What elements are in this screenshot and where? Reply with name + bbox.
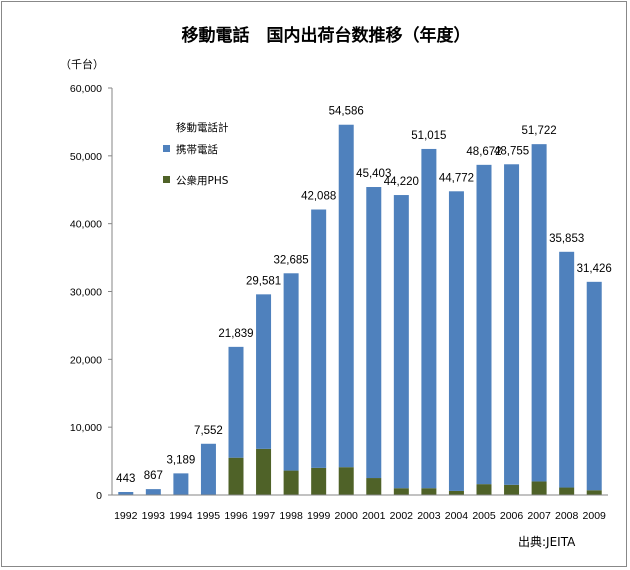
data-label-total: 21,839	[218, 328, 253, 340]
bars	[118, 124, 602, 495]
x-tick-label: 2001	[362, 510, 386, 522]
x-tick-label: 1997	[252, 510, 276, 522]
data-label-total: 44,772	[439, 172, 474, 184]
data-label-total: 32,685	[274, 254, 309, 266]
y-tick-label: 30,000	[70, 287, 102, 299]
bar-phs	[448, 490, 464, 495]
bar-mobile	[448, 191, 464, 491]
bar-phs	[256, 448, 272, 495]
y-tick-label: 50,000	[70, 151, 102, 163]
x-tick-label: 2004	[445, 510, 469, 522]
bar-mobile	[393, 195, 409, 489]
x-tick-label: 1994	[169, 510, 193, 522]
data-label-total: 51,722	[522, 125, 557, 137]
y-axis: 0 10,000 20,000 30,000 40,000 50,000 60,000	[70, 83, 113, 502]
y-tick-label: 20,000	[70, 354, 102, 366]
x-axis: 1992 1993 1994 1995 1996 1997 1998 1999 2000 2001…	[112, 494, 608, 522]
bar-mobile	[531, 144, 547, 482]
data-label-total: 45,403	[356, 168, 391, 180]
y-tick-label: 60,000	[70, 83, 102, 95]
x-tick-label: 2008	[555, 510, 579, 522]
y-tick-label: 40,000	[70, 219, 102, 231]
data-label-total: 44,220	[384, 176, 419, 188]
chart-title: 移動電話 国内出荷台数推移（年度）	[182, 25, 471, 46]
data-label-total: 35,853	[549, 233, 584, 245]
data-label-total: 48,755	[494, 145, 529, 157]
bar-mobile	[366, 187, 382, 479]
x-tick-label: 2005	[472, 510, 496, 522]
legend-title: 移動電話計	[176, 121, 229, 134]
data-label-total: 867	[144, 470, 163, 482]
y-tick-label: 10,000	[70, 422, 102, 434]
bar-mobile	[421, 148, 437, 489]
bar-phs	[338, 467, 354, 495]
legend-swatch-phs	[163, 176, 170, 183]
data-label-total: 51,015	[411, 130, 446, 142]
x-tick-label: 2003	[417, 510, 441, 522]
data-label-total: 48,672	[466, 146, 501, 158]
bar-mobile	[311, 209, 327, 468]
bar-phs	[531, 481, 547, 495]
bar-phs	[586, 490, 602, 495]
x-tick-label: 2002	[390, 510, 414, 522]
bar-mobile	[283, 273, 299, 471]
bar-mobile	[504, 164, 520, 485]
source-note: 出典:JEITA	[518, 535, 576, 549]
bar-mobile	[228, 346, 244, 458]
bar-phs	[366, 478, 382, 495]
x-tick-label: 2007	[527, 510, 551, 522]
unit-label: （千台）	[60, 57, 104, 71]
bar-mobile	[559, 251, 575, 488]
bar-mobile	[338, 124, 354, 468]
legend-swatch-mobile	[163, 145, 170, 152]
bar-phs	[504, 484, 520, 495]
x-tick-label: 2000	[335, 510, 359, 522]
legend-label-mobile: 携帯電話	[176, 143, 218, 156]
data-label-total: 54,586	[329, 106, 364, 118]
data-label-total: 29,581	[246, 275, 281, 287]
x-tick-label: 1993	[142, 510, 166, 522]
bar-mobile	[476, 164, 492, 485]
bar-phs	[393, 488, 409, 495]
x-tick-label: 2009	[583, 510, 607, 522]
bar-mobile	[256, 294, 272, 449]
bar-phs	[228, 457, 244, 495]
bar-mobile	[586, 281, 602, 491]
legend-label-phs: 公衆用PHS	[176, 174, 229, 187]
data-label-total: 31,426	[577, 263, 612, 275]
x-tick-label: 1998	[279, 510, 303, 522]
x-tick-label: 1992	[114, 510, 138, 522]
bar-phs	[311, 467, 327, 495]
bar-mobile	[200, 443, 216, 495]
data-label-total: 7,552	[194, 425, 223, 437]
x-tick-label: 1995	[197, 510, 221, 522]
bar-phs	[421, 488, 437, 495]
x-tick-label: 2006	[500, 510, 524, 522]
bar-mobile	[173, 473, 189, 495]
bar-mobile	[145, 489, 161, 495]
y-tick-label: 0	[96, 490, 102, 502]
data-label-total: 3,189	[166, 454, 195, 466]
bar-phs	[476, 484, 492, 495]
x-tick-label: 1999	[307, 510, 331, 522]
data-label-total: 42,088	[301, 191, 336, 203]
x-tick-label: 1996	[224, 510, 248, 522]
data-label-total: 443	[116, 473, 135, 485]
bar-mobile	[118, 491, 134, 495]
legend: 移動電話計 携帯電話 公衆用PHS	[163, 121, 229, 187]
bar-phs	[559, 487, 575, 495]
bar-phs	[283, 470, 299, 495]
